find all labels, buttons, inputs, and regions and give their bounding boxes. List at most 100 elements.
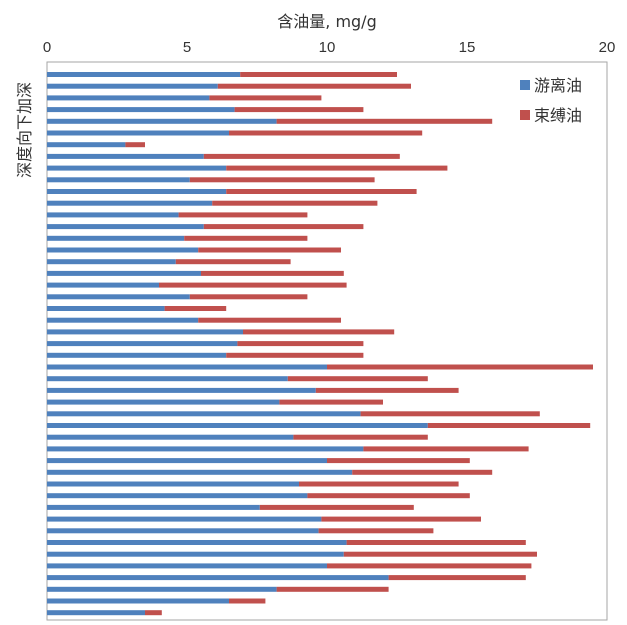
bar-segment-free-oil — [47, 598, 229, 604]
bar-segment-bound-oil — [203, 224, 364, 230]
x-tick-label: 20 — [599, 39, 616, 56]
legend-label-free-oil: 游离油 — [534, 76, 582, 95]
bar-segment-free-oil — [47, 259, 176, 265]
bar-segment-bound-oil — [240, 72, 397, 77]
bar-segment-bound-oil — [178, 212, 308, 218]
bar-segment-free-oil — [47, 189, 227, 194]
bar-segment-bound-oil — [279, 399, 383, 405]
x-tick-label: 5 — [183, 39, 191, 56]
legend-label-bound-oil: 束缚油 — [534, 106, 582, 125]
bar-segment-bound-oil — [352, 469, 493, 475]
legend: 游离油 束缚油 — [520, 76, 582, 125]
bar-segment-free-oil — [47, 317, 199, 323]
bar-segment-free-oil — [47, 165, 227, 171]
bar-segment-bound-oil — [226, 189, 417, 194]
bar-segment-bound-oil — [234, 107, 364, 113]
bar-segment-bound-oil — [307, 493, 470, 499]
bar-segment-free-oil — [47, 200, 213, 206]
bar-segment-bound-oil — [189, 294, 308, 300]
legend-swatch-bound-oil — [520, 110, 530, 120]
bar-segment-bound-oil — [360, 411, 540, 417]
bar-segment-bound-oil — [327, 458, 470, 464]
bar-segment-bound-oil — [209, 95, 322, 101]
bar-segment-free-oil — [47, 212, 179, 218]
bar-segment-bound-oil — [343, 551, 537, 557]
bar-segment-bound-oil — [229, 598, 266, 604]
bar-segment-bound-oil — [293, 434, 428, 440]
bar-segment-free-oil — [47, 224, 204, 230]
bar-segment-free-oil — [47, 247, 199, 253]
bar-segment-free-oil — [47, 528, 319, 534]
plot-area-frame — [46, 61, 608, 621]
bar-segment-bound-oil — [315, 387, 459, 393]
bar-segment-free-oil — [47, 130, 229, 136]
bar-segment-bound-oil — [226, 352, 364, 358]
bar-segment-bound-oil — [287, 376, 428, 382]
bar-segment-free-oil — [47, 270, 201, 276]
bar-segment-bound-oil — [212, 200, 378, 206]
x-tick-label: 15 — [459, 39, 476, 56]
legend-swatch-free-oil — [520, 80, 530, 90]
x-axis-tick-labels: 0 5 10 15 20 — [43, 39, 616, 56]
x-tick-label: 0 — [43, 39, 51, 56]
y-axis-title: 深度向下加深 — [15, 82, 34, 178]
bar-segment-free-oil — [47, 306, 165, 311]
bar-segment-free-oil — [47, 516, 322, 522]
bar-segment-free-oil — [47, 504, 260, 510]
bar-segment-free-oil — [47, 481, 299, 487]
bar-segment-free-oil — [47, 399, 280, 405]
bar-segment-free-oil — [47, 329, 243, 335]
bar-segment-bound-oil — [276, 586, 389, 592]
bar-segment-free-oil — [47, 95, 210, 101]
bar-segment-free-oil — [47, 563, 327, 569]
bar-segment-free-oil — [47, 551, 344, 557]
bar-segment-free-oil — [47, 411, 361, 417]
bar-segment-bound-oil — [164, 306, 227, 311]
bar-segment-bound-oil — [388, 575, 526, 581]
bar-segment-bound-oil — [145, 610, 162, 616]
bar-segment-free-oil — [47, 72, 241, 77]
bar-segment-bound-oil — [217, 83, 411, 89]
bar-segment-bound-oil — [346, 540, 526, 545]
bar-segment-bound-oil — [327, 563, 532, 569]
bar-segment-free-oil — [47, 376, 288, 382]
bar-segment-free-oil — [47, 469, 353, 475]
bar-segment-free-oil — [47, 142, 126, 148]
bar-segment-free-oil — [47, 153, 204, 159]
bar-segment-bound-oil — [125, 142, 145, 148]
bar-segment-bound-oil — [198, 317, 341, 323]
bar-segment-free-oil — [47, 118, 277, 124]
bar-segment-free-oil — [47, 364, 327, 370]
bar-segment-bound-oil — [198, 247, 341, 253]
x-axis-title: 含油量, mg/g — [277, 12, 376, 31]
bar-segment-bound-oil — [321, 516, 481, 522]
bar-segment-free-oil — [47, 586, 277, 592]
bar-segment-bound-oil — [276, 118, 493, 124]
bar-segment-bound-oil — [259, 504, 414, 510]
bar-segment-free-oil — [47, 458, 327, 464]
bar-segment-bound-oil — [201, 270, 344, 276]
bar-segment-bound-oil — [189, 177, 375, 183]
bar-segment-free-oil — [47, 575, 389, 581]
bar-segment-bound-oil — [203, 153, 400, 159]
bar-segment-bound-oil — [175, 259, 291, 265]
bar-segment-free-oil — [47, 610, 145, 616]
bar-segment-bound-oil — [427, 423, 591, 428]
bar-segment-free-oil — [47, 540, 347, 545]
bar-segment-free-oil — [47, 282, 159, 288]
bar-segment-free-oil — [47, 107, 235, 113]
bar-segment-bound-oil — [229, 130, 423, 136]
bars-group — [47, 72, 593, 616]
x-tick-label: 10 — [319, 39, 336, 56]
bar-segment-free-oil — [47, 423, 428, 428]
bar-segment-free-oil — [47, 446, 364, 452]
bar-segment-bound-oil — [226, 165, 448, 171]
bar-segment-bound-oil — [159, 282, 347, 288]
bar-segment-free-oil — [47, 177, 190, 183]
bar-segment-free-oil — [47, 341, 238, 347]
bar-segment-bound-oil — [327, 364, 593, 370]
bar-segment-bound-oil — [237, 341, 364, 347]
bar-segment-bound-oil — [318, 528, 434, 534]
bar-segment-bound-oil — [243, 329, 395, 335]
